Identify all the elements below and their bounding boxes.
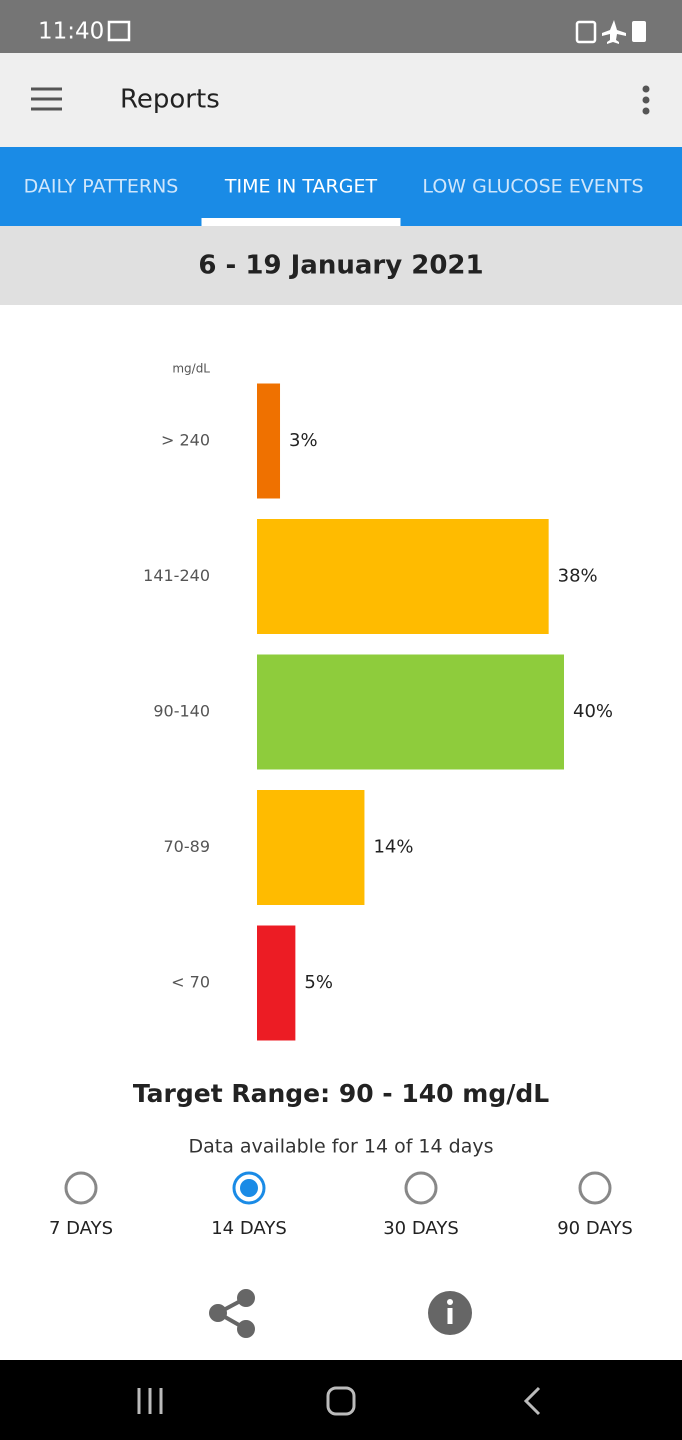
- bar: [257, 383, 281, 499]
- date-band: [0, 226, 682, 305]
- y-tick-label: 90-140: [153, 702, 210, 721]
- radio-button[interactable]: [404, 1171, 438, 1205]
- value-label: 3%: [289, 430, 318, 451]
- radio-button[interactable]: [232, 1171, 266, 1205]
- status-bar: [0, 0, 682, 53]
- value-label: 38%: [558, 566, 598, 587]
- value-label: 14%: [373, 837, 413, 858]
- tab-label[interactable]: TIME IN TARGET: [224, 176, 378, 198]
- bar: [257, 654, 564, 770]
- tab-label[interactable]: DAILY PATTERNS: [24, 176, 179, 198]
- target-range: Target Range: 90 - 140 mg/dL: [133, 1079, 549, 1108]
- tab-indicator: [201, 218, 401, 226]
- bar: [257, 790, 365, 905]
- value-label: 5%: [304, 972, 333, 993]
- period-label[interactable]: 30 DAYS: [383, 1218, 459, 1239]
- status-time: 11:40: [38, 19, 104, 45]
- tab-label[interactable]: LOW GLUCOSE EVENTS: [422, 176, 643, 198]
- info-button[interactable]: [428, 1291, 472, 1335]
- period-label[interactable]: 90 DAYS: [557, 1218, 633, 1239]
- period-label[interactable]: 7 DAYS: [49, 1218, 113, 1239]
- radio-dot: [240, 1179, 258, 1197]
- nav-home[interactable]: [326, 1386, 356, 1416]
- y-axis-label: mg/dL: [172, 362, 210, 376]
- value-label: 40%: [573, 701, 613, 722]
- more-button[interactable]: [642, 85, 650, 115]
- radio-button[interactable]: [578, 1171, 612, 1205]
- y-tick-label: 141-240: [143, 566, 210, 585]
- period-label[interactable]: 14 DAYS: [211, 1218, 287, 1239]
- radio-button[interactable]: [64, 1171, 98, 1205]
- bar: [257, 925, 296, 1041]
- app-bar: [0, 53, 682, 147]
- y-tick-label: 70-89: [164, 837, 211, 856]
- date-range: 6 - 19 January 2021: [198, 251, 483, 281]
- nav-recents[interactable]: [137, 1388, 163, 1414]
- share-button[interactable]: [209, 1289, 255, 1338]
- nav-bar: [0, 1360, 682, 1440]
- y-tick-label: > 240: [161, 431, 210, 450]
- status-icons: [107, 20, 646, 44]
- tab-bar: [0, 147, 682, 226]
- app-title: Reports: [120, 85, 220, 115]
- nav-back[interactable]: [523, 1386, 541, 1416]
- y-tick-label: < 70: [171, 973, 210, 992]
- menu-button[interactable]: [31, 87, 62, 111]
- bar: [257, 519, 549, 634]
- data-available: Data available for 14 of 14 days: [188, 1136, 493, 1158]
